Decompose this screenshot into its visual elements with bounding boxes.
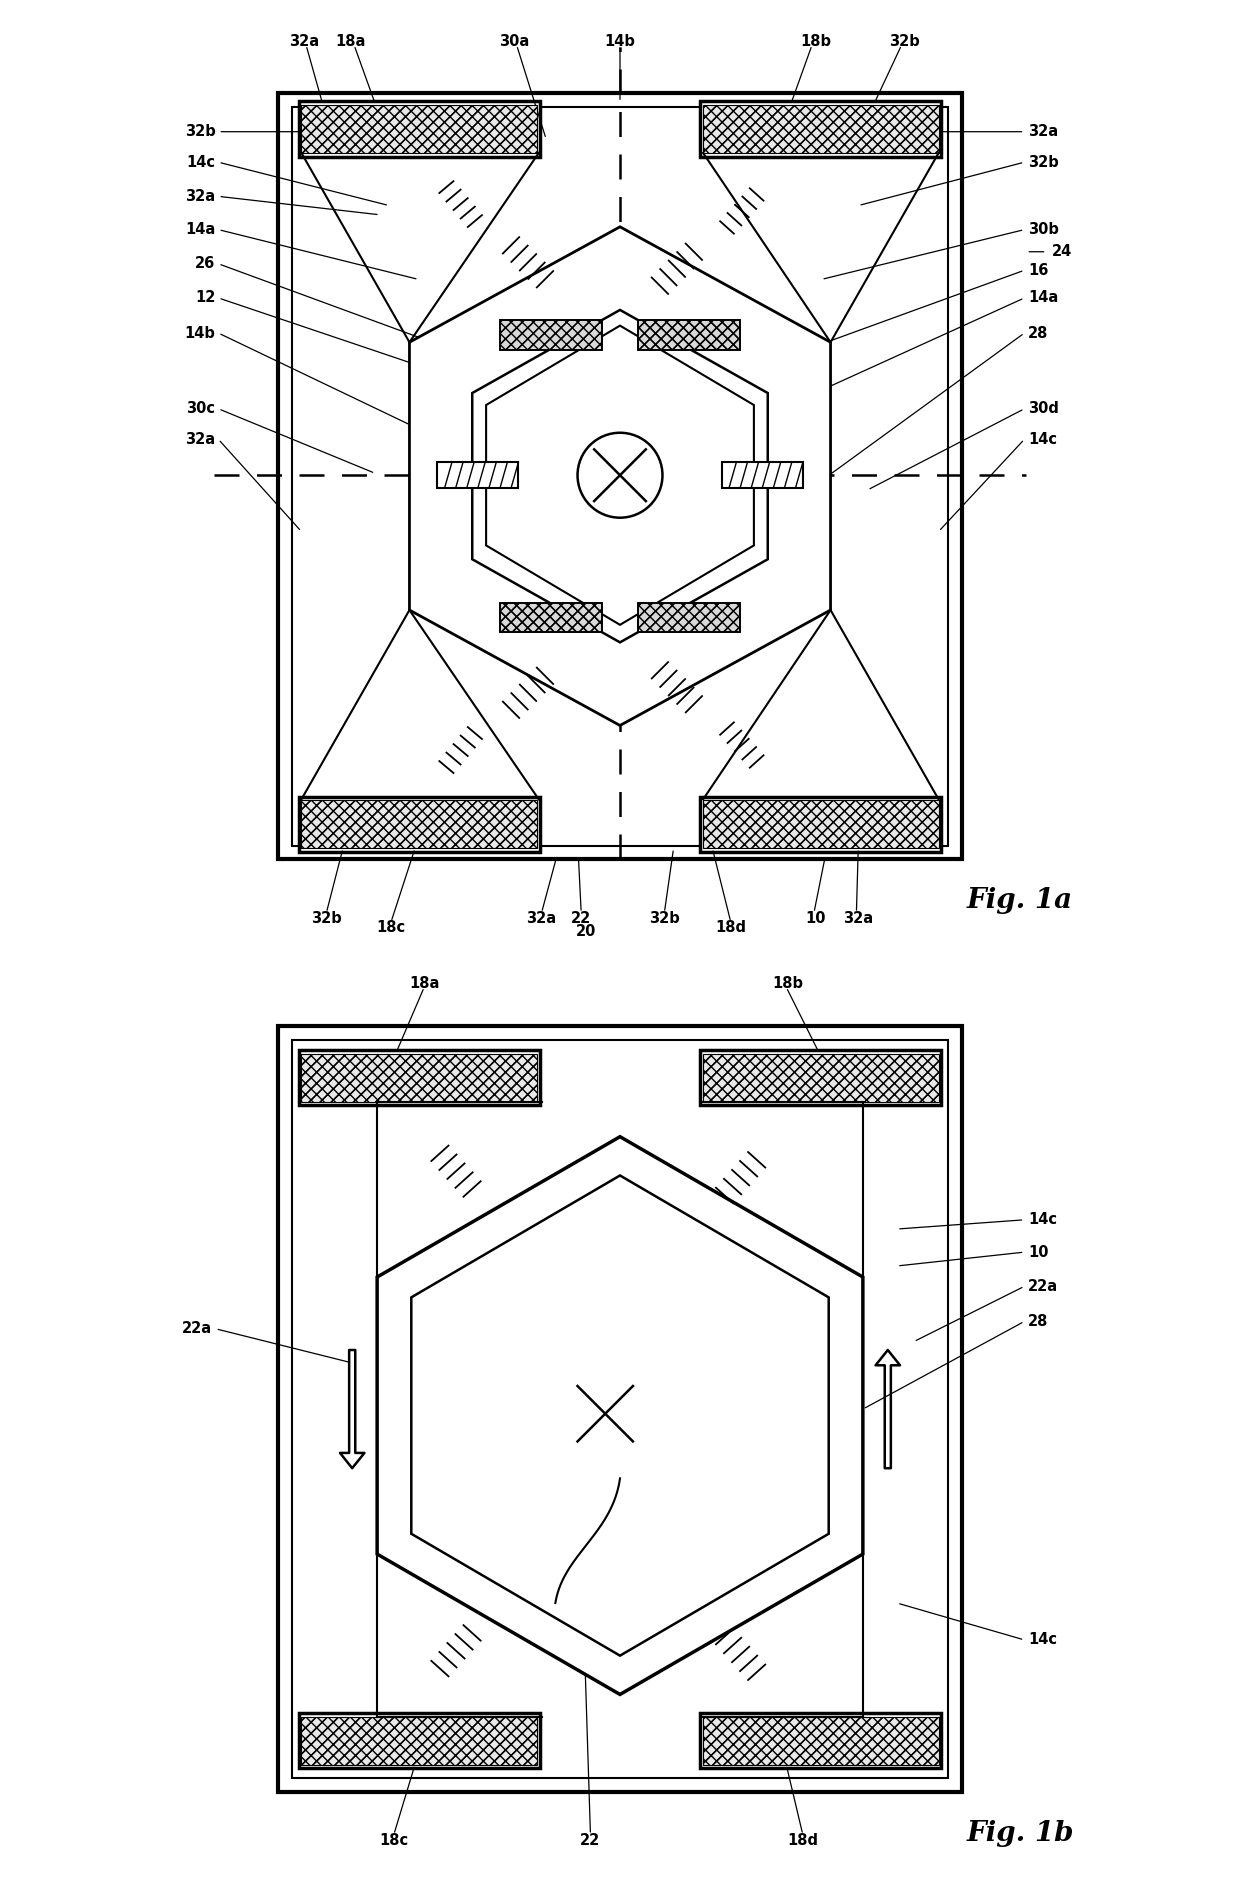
Polygon shape (377, 1137, 863, 1695)
Bar (293, 107, 947, 845)
Text: 32a: 32a (186, 188, 216, 204)
Text: 22a: 22a (182, 1321, 212, 1337)
Bar (301, 800, 537, 849)
Bar (639, 604, 740, 632)
Bar (301, 105, 537, 152)
Text: 30d: 30d (1028, 402, 1059, 417)
Text: 32a: 32a (843, 910, 873, 925)
Bar (722, 463, 802, 487)
Text: 12: 12 (195, 291, 216, 305)
Text: 32a: 32a (186, 432, 216, 447)
Bar (703, 800, 939, 849)
Bar (703, 1053, 939, 1102)
Bar (703, 1717, 939, 1765)
Bar (701, 101, 941, 156)
Text: 20: 20 (575, 923, 596, 939)
Bar (301, 800, 537, 849)
Text: 32a: 32a (527, 910, 557, 925)
Text: 32b: 32b (311, 910, 342, 925)
Bar (701, 1714, 941, 1769)
Text: 18a: 18a (409, 977, 439, 990)
Polygon shape (472, 310, 768, 642)
Circle shape (578, 432, 662, 518)
Bar (301, 1717, 537, 1765)
Bar (301, 105, 537, 152)
Bar (278, 93, 962, 859)
Text: 14a: 14a (1028, 291, 1059, 305)
Bar (299, 1049, 539, 1106)
Bar (701, 796, 941, 851)
Text: 32b: 32b (185, 124, 216, 139)
Text: 14b: 14b (605, 34, 635, 50)
Polygon shape (409, 227, 831, 725)
Text: 30a: 30a (498, 34, 529, 50)
Bar (500, 320, 601, 350)
Text: 28: 28 (1028, 1314, 1049, 1329)
Bar (639, 604, 740, 632)
Text: 14c: 14c (1028, 1213, 1058, 1228)
Text: Fig. 1a: Fig. 1a (966, 887, 1073, 914)
Text: 32b: 32b (649, 910, 680, 925)
Text: 18b: 18b (800, 34, 831, 50)
Text: 14c: 14c (1028, 432, 1058, 447)
Text: 22: 22 (572, 910, 591, 925)
Text: 30c: 30c (186, 402, 216, 417)
Bar (703, 1717, 939, 1765)
Bar (703, 1053, 939, 1102)
Polygon shape (486, 326, 754, 625)
Text: 24: 24 (1053, 244, 1073, 259)
Text: 14c: 14c (1028, 1632, 1058, 1647)
Text: 32b: 32b (889, 34, 920, 50)
Text: 10: 10 (806, 910, 826, 925)
Text: 14a: 14a (185, 223, 216, 238)
Text: 14b: 14b (185, 326, 216, 341)
Bar (703, 800, 939, 849)
Bar (278, 1026, 962, 1792)
Polygon shape (412, 1175, 828, 1656)
Bar (299, 101, 539, 156)
Text: 14c: 14c (186, 154, 216, 169)
Text: 32a: 32a (1028, 124, 1058, 139)
Bar (639, 320, 740, 350)
Bar (701, 1049, 941, 1106)
Text: 18d: 18d (715, 920, 746, 935)
Text: 22a: 22a (1028, 1279, 1058, 1295)
Text: 10: 10 (1028, 1245, 1049, 1260)
Text: 22: 22 (580, 1834, 600, 1849)
Text: 32b: 32b (1028, 154, 1059, 169)
Bar (500, 604, 601, 632)
Text: 28: 28 (1028, 326, 1049, 341)
Bar (438, 463, 518, 487)
Bar (299, 1714, 539, 1769)
Text: 16: 16 (1028, 263, 1049, 278)
Bar (639, 320, 740, 350)
Text: 18d: 18d (787, 1834, 818, 1849)
Bar (301, 1053, 537, 1102)
Bar (500, 604, 601, 632)
Text: Fig. 1b: Fig. 1b (966, 1820, 1074, 1847)
Text: 18b: 18b (773, 977, 804, 990)
Text: 18c: 18c (377, 920, 405, 935)
Bar (703, 105, 939, 152)
Bar (301, 1717, 537, 1765)
Bar (703, 105, 939, 152)
Text: 32a: 32a (289, 34, 319, 50)
Text: 18a: 18a (335, 34, 366, 50)
Text: 26: 26 (195, 257, 216, 270)
Text: 30b: 30b (1028, 223, 1059, 238)
Bar (293, 1040, 947, 1778)
Text: 18c: 18c (379, 1834, 408, 1849)
Bar (299, 796, 539, 851)
Bar (301, 1053, 537, 1102)
Bar (500, 320, 601, 350)
